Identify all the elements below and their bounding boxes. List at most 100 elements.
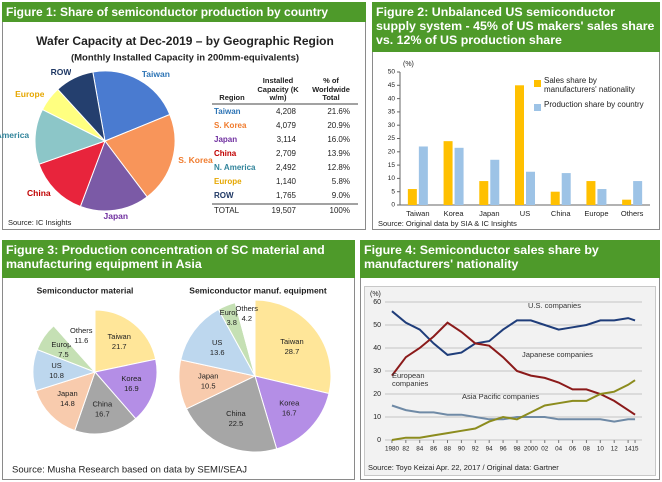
slice-label: Japan xyxy=(104,211,129,220)
slice-value: 10.5 xyxy=(201,381,216,390)
legend-label-text: Sales share by manufacturers' nationalit… xyxy=(544,77,635,94)
slice-label: Others xyxy=(70,326,93,335)
table-share: 5.8% xyxy=(332,177,350,186)
source-note: Source: Toyo Keizai Apr. 22, 2017 / Orig… xyxy=(368,463,559,472)
y-tick-label: 30 xyxy=(373,368,381,375)
slice-label: US xyxy=(51,361,61,370)
table-capacity: 2,492 xyxy=(276,163,297,172)
slice-value: 22.5 xyxy=(229,419,244,428)
bar xyxy=(454,147,464,205)
slice-label-text: S. Korea xyxy=(178,155,213,166)
legend-swatch xyxy=(534,104,541,111)
pie-slice xyxy=(94,358,158,420)
slice-label: N. America xyxy=(0,131,29,140)
x-tick-label: 04 xyxy=(555,446,563,453)
slice-label-text: China xyxy=(27,188,51,199)
pie-slice xyxy=(38,140,106,208)
pie-slice xyxy=(92,70,171,142)
series-label: Japanese companies xyxy=(522,351,593,359)
slice-value: 28.7 xyxy=(285,347,300,356)
y-tick-label: 60 xyxy=(373,299,381,306)
legend-label: Production share by country xyxy=(544,101,644,109)
y-tick-label: 0 xyxy=(377,437,381,444)
table-region: S. Korea xyxy=(214,121,247,130)
x-tick-label: 94 xyxy=(486,446,494,453)
y-tick-label: 30 xyxy=(388,122,396,129)
slice-value: 10.8 xyxy=(49,371,64,380)
x-tick-label: 2000 xyxy=(524,446,539,453)
table-share: 9.0% xyxy=(332,191,350,200)
x-tick-label: 02 xyxy=(541,446,549,453)
slice-label: ROW xyxy=(51,67,72,76)
bar xyxy=(490,159,500,205)
slice-label: Europe xyxy=(51,340,75,349)
x-tick-label: 08 xyxy=(583,446,591,453)
x-tick-label: 88 xyxy=(444,446,452,453)
source-note: Source: Original data by SIA & IC Insigh… xyxy=(378,219,517,228)
chart-title: Semiconductor material xyxy=(37,285,134,295)
table-capacity: 1,140 xyxy=(276,177,297,186)
x-tick-label: Korea xyxy=(444,209,465,218)
y-tick-label: 35 xyxy=(388,109,396,116)
y-tick-label: 15 xyxy=(388,162,396,169)
bar xyxy=(418,146,428,205)
series-label: U.S. companies xyxy=(528,302,581,310)
x-tick-label: US xyxy=(520,209,530,218)
table-header-text: Installed Capacity (K w/m) xyxy=(257,76,299,102)
series-label-text: U.S. companies xyxy=(528,302,581,310)
y-tick-label: 5 xyxy=(391,188,395,195)
x-tick-label: 90 xyxy=(458,446,466,453)
slice-label: Korea xyxy=(121,374,142,383)
slice-label: Others xyxy=(236,304,259,313)
x-tick-label: 96 xyxy=(500,446,508,453)
source-note: Source: Musha Research based on data by … xyxy=(12,465,247,476)
series-label: Asia Pacific companies xyxy=(462,393,539,401)
slice-value: 16.7 xyxy=(95,410,110,419)
source-note: Source: IC Insights xyxy=(8,218,72,227)
slice-value: 7.5 xyxy=(58,350,68,359)
slice-label: China xyxy=(27,188,51,199)
chart-subtitle: (Monthly Installed Capacity in 200mm-equ… xyxy=(71,53,299,64)
slice-label: Europe xyxy=(15,90,44,99)
x-tick-label: Japan xyxy=(479,209,499,218)
bar xyxy=(443,141,453,205)
line-series xyxy=(391,379,636,441)
table-region: Taiwan xyxy=(214,107,241,116)
slice-label: Taiwan xyxy=(108,332,131,341)
slice-label: Japan xyxy=(57,389,77,398)
slice-label: Europe xyxy=(220,308,244,317)
pie-slice xyxy=(53,309,96,374)
table-region: N. America xyxy=(214,163,256,172)
table-capacity: 4,208 xyxy=(276,107,297,116)
slice-label: S. Korea xyxy=(178,155,213,166)
legend-label-text: Production share by country xyxy=(544,101,644,109)
figure-header: Figure 4: Semiconductor sales share by m… xyxy=(360,240,660,278)
bar xyxy=(479,181,489,205)
x-tick-label: 84 xyxy=(416,446,424,453)
table-total: 100% xyxy=(330,206,350,215)
x-tick-label: China xyxy=(551,209,571,218)
series-label-text: European companies xyxy=(392,372,429,389)
series-label: European companies xyxy=(392,372,429,389)
table-capacity: 1,765 xyxy=(276,191,297,200)
x-tick-label: 98 xyxy=(513,446,521,453)
table-share: 20.9% xyxy=(327,121,350,130)
table-share: 12.8% xyxy=(327,163,350,172)
slice-value: 13.6 xyxy=(210,348,225,357)
pie-slice xyxy=(79,139,148,212)
table-share: 16.0% xyxy=(327,135,350,144)
x-tick-label: Taiwan xyxy=(406,209,429,218)
x-tick-label: 06 xyxy=(569,446,577,453)
slice-value: 21.7 xyxy=(112,342,127,351)
bar xyxy=(515,85,524,205)
x-tick-label: 14 xyxy=(625,446,633,453)
table-share: 13.9% xyxy=(327,149,350,158)
slice-label: Japan xyxy=(198,371,218,380)
pie-slice xyxy=(104,113,176,198)
table-header: Region xyxy=(219,93,244,101)
chart-title: Semiconductor manuf. equipment xyxy=(189,285,327,295)
pie-slice xyxy=(34,108,107,165)
pie-slice xyxy=(94,309,157,373)
table-total: TOTAL xyxy=(214,206,240,215)
pie-slice xyxy=(254,299,332,395)
